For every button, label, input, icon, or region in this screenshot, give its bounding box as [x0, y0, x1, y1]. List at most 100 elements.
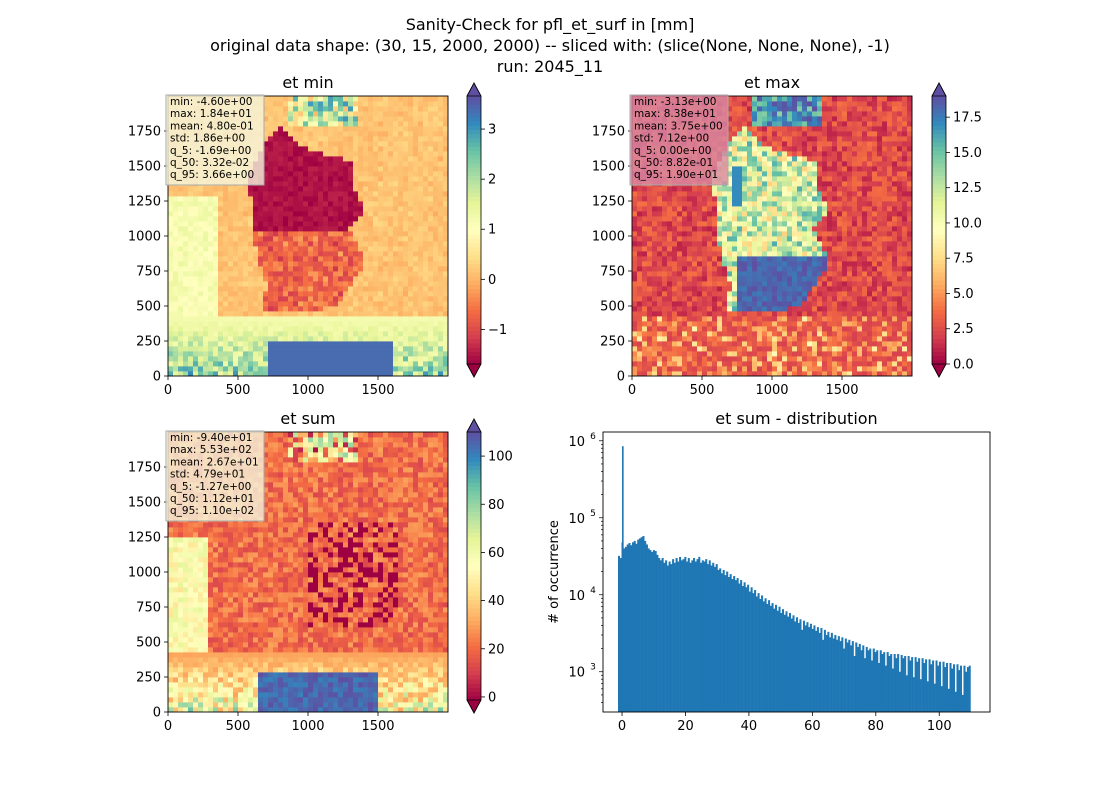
heatmap-cell: [777, 186, 783, 192]
heatmap-cell: [278, 331, 284, 337]
heatmap-cell: [707, 361, 713, 367]
heatmap-cell: [398, 351, 404, 357]
heatmap-cell: [333, 201, 339, 207]
heatmap-cell: [687, 271, 693, 277]
heatmap-cell: [333, 116, 339, 122]
heatmap-cell: [228, 251, 234, 257]
heatmap-cell: [308, 201, 314, 207]
heatmap-cell: [343, 96, 349, 102]
heatmap-cell: [712, 221, 718, 227]
heatmap-cell: [273, 301, 279, 307]
heatmap-cell: [672, 316, 678, 322]
heatmap-cell: [398, 341, 404, 347]
heatmap-cell: [368, 221, 374, 227]
heatmap-cell: [313, 156, 319, 162]
heatmap-cell: [413, 316, 419, 322]
heatmap-cell: [757, 336, 763, 342]
heatmap-cell: [268, 361, 274, 367]
heatmap-cell: [218, 346, 224, 352]
heatmap-cell: [263, 326, 269, 332]
heatmap-cell: [772, 331, 778, 337]
heatmap-cell: [727, 211, 733, 217]
heatmap-cell: [672, 236, 678, 242]
y-tick-label: 750: [136, 265, 161, 280]
heatmap-cell: [283, 141, 289, 147]
heatmap-cell: [762, 116, 768, 122]
heatmap-cell: [413, 241, 419, 247]
heatmap-cell: [183, 361, 189, 367]
heatmap-cell: [777, 241, 783, 247]
heatmap-cell: [642, 241, 648, 247]
heatmap-cell: [757, 211, 763, 217]
heatmap-cell: [248, 211, 254, 217]
heatmap-cell: [413, 296, 419, 302]
heatmap-cell: [318, 131, 324, 137]
heatmap-cell: [338, 141, 344, 147]
heatmap-cell: [428, 336, 434, 342]
heatmap-cell: [682, 271, 688, 277]
heatmap-cell: [752, 151, 758, 157]
heatmap-cell: [717, 196, 723, 202]
heatmap-cell: [398, 111, 404, 117]
heatmap-cell: [642, 226, 648, 232]
y-tick-label: 0: [153, 370, 161, 385]
heatmap-cell: [258, 326, 264, 332]
heatmap-cell: [408, 106, 414, 112]
heatmap-cell: [747, 241, 753, 247]
heatmap-cell: [657, 246, 663, 252]
heatmap-cell: [318, 206, 324, 212]
colorbar-segment: [467, 267, 481, 273]
heatmap-cell: [208, 241, 214, 247]
heatmap-cell: [208, 291, 214, 297]
heatmap-cell: [328, 351, 334, 357]
heatmap-cell: [233, 346, 239, 352]
heatmap-cell: [173, 356, 179, 362]
heatmap-cell: [737, 116, 743, 122]
heatmap-cell: [423, 231, 429, 237]
heatmap-cell: [767, 246, 773, 252]
heatmap-cell: [183, 271, 189, 277]
heatmap-cell: [263, 116, 269, 122]
heatmap-cell: [328, 336, 334, 342]
heatmap-cell: [393, 346, 399, 352]
heatmap-cell: [647, 276, 653, 282]
heatmap-cell: [338, 126, 344, 132]
heatmap-cell: [398, 336, 404, 342]
heatmap-cell: [423, 116, 429, 122]
heatmap-cell: [283, 121, 289, 127]
heatmap-cell: [328, 206, 334, 212]
heatmap-cell: [383, 186, 389, 192]
heatmap-cell: [672, 336, 678, 342]
heatmap-cell: [423, 311, 429, 317]
heatmap-cell: [712, 336, 718, 342]
heatmap-cell: [393, 236, 399, 242]
heatmap-cell: [662, 276, 668, 282]
heatmap-cell: [288, 186, 294, 192]
heatmap-cell: [273, 216, 279, 222]
heatmap-cell: [358, 301, 364, 307]
heatmap-cell: [328, 366, 334, 372]
heatmap-cell: [682, 341, 688, 347]
heatmap-cell: [722, 211, 728, 217]
heatmap-cell: [298, 251, 304, 257]
heatmap-cell: [313, 316, 319, 322]
heatmap-cell: [438, 196, 444, 202]
heatmap-cell: [373, 136, 379, 142]
heatmap-cell: [173, 226, 179, 232]
heatmap-cell: [363, 321, 369, 327]
heatmap-cell: [652, 231, 658, 237]
heatmap-cell: [418, 276, 424, 282]
heatmap-cell: [223, 356, 229, 362]
heatmap-cell: [298, 191, 304, 197]
heatmap-cell: [338, 276, 344, 282]
heatmap-cell: [333, 126, 339, 132]
heatmap-cell: [323, 126, 329, 132]
heatmap-cell: [363, 191, 369, 197]
heatmap-cell: [697, 211, 703, 217]
heatmap-cell: [637, 271, 643, 277]
heatmap-cell: [428, 151, 434, 157]
heatmap-cell: [727, 306, 733, 312]
heatmap-cell: [737, 101, 743, 107]
heatmap-cell: [358, 141, 364, 147]
heatmap-cell: [667, 266, 673, 272]
